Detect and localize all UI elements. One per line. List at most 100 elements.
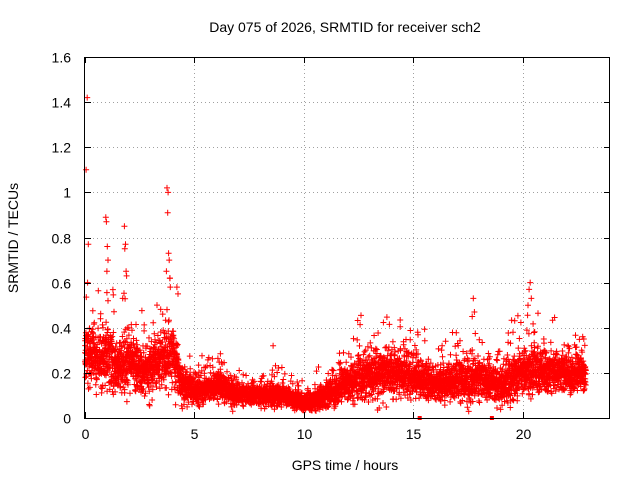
data-point <box>85 385 92 392</box>
data-point <box>138 307 145 314</box>
data-point <box>186 353 193 360</box>
data-point <box>517 319 524 326</box>
data-point <box>380 400 386 406</box>
data-point <box>100 324 106 331</box>
data-point <box>181 363 188 370</box>
data-point <box>174 341 181 348</box>
data-point <box>383 404 390 410</box>
data-point <box>165 391 172 398</box>
data-point <box>157 306 164 313</box>
data-point <box>130 340 137 347</box>
data-point <box>125 332 132 339</box>
data-point <box>464 404 471 411</box>
data-point <box>114 374 121 381</box>
data-point <box>163 384 170 391</box>
data-point <box>204 363 210 370</box>
data-point <box>89 307 96 314</box>
data-point <box>141 393 148 399</box>
data-point <box>129 327 135 334</box>
data-point <box>439 353 446 360</box>
data-point <box>411 342 418 349</box>
data-point <box>93 391 100 398</box>
data-point <box>526 390 533 397</box>
data-point <box>524 312 531 319</box>
data-point <box>389 338 396 345</box>
data-point <box>82 374 89 381</box>
data-point <box>397 317 404 323</box>
data-point <box>123 335 130 342</box>
data-point <box>164 306 170 313</box>
data-point <box>154 302 160 309</box>
data-point <box>171 335 178 342</box>
data-point <box>175 357 182 364</box>
data-point <box>407 327 414 334</box>
data-point <box>494 357 501 364</box>
data-point <box>111 308 117 315</box>
data-point <box>148 338 155 345</box>
data-point <box>119 333 126 340</box>
data-point <box>172 401 179 408</box>
data-point <box>123 376 130 383</box>
data-point <box>141 327 148 334</box>
data-point <box>184 403 191 410</box>
data-point <box>90 340 96 347</box>
data-point <box>112 388 119 395</box>
data-point <box>103 289 110 296</box>
data-point <box>343 359 350 366</box>
data-point <box>236 367 243 374</box>
data-point <box>453 329 460 336</box>
data-point <box>476 399 483 406</box>
data-point <box>103 319 110 326</box>
data-point <box>156 385 163 392</box>
data-point <box>439 342 446 349</box>
data-point <box>383 314 390 321</box>
data-point <box>185 399 192 406</box>
data-point <box>508 317 515 324</box>
data-point <box>109 333 116 340</box>
data-point <box>84 380 91 387</box>
data-point <box>141 321 148 328</box>
data-point <box>133 321 139 328</box>
data-point <box>475 398 482 404</box>
chart-title: Day 075 of 2026, SRMTID for receiver sch… <box>209 19 481 35</box>
data-point <box>447 398 454 405</box>
data-point <box>350 335 357 342</box>
data-point <box>195 369 202 376</box>
data-point <box>209 355 216 362</box>
data-point <box>356 342 363 349</box>
data-point <box>336 360 343 367</box>
data-point <box>447 351 454 358</box>
data-point <box>179 405 186 412</box>
data-point <box>494 405 500 411</box>
data-point <box>476 336 483 343</box>
data-point <box>281 370 288 377</box>
data-point <box>243 372 250 379</box>
data-point <box>299 377 306 384</box>
data-point <box>195 362 202 369</box>
data-point <box>361 348 368 355</box>
data-point <box>278 364 285 371</box>
data-point <box>535 310 541 317</box>
data-point <box>497 406 504 413</box>
data-point <box>511 353 518 360</box>
data-point <box>382 344 389 351</box>
data-point <box>442 338 449 345</box>
data-point <box>435 345 442 352</box>
data-point <box>159 311 166 318</box>
data-point <box>151 330 158 337</box>
data-point <box>146 388 153 395</box>
data-point <box>121 290 127 297</box>
data-point <box>358 312 364 319</box>
data-point <box>110 329 117 336</box>
data-point <box>184 369 191 376</box>
data-point <box>400 341 407 348</box>
data-point <box>152 336 158 343</box>
data-point <box>90 330 96 337</box>
data-point <box>134 341 141 348</box>
data-point <box>280 376 287 383</box>
data-point <box>407 336 414 343</box>
data-point <box>140 349 147 356</box>
data-point <box>160 327 167 334</box>
data-point <box>229 408 236 415</box>
